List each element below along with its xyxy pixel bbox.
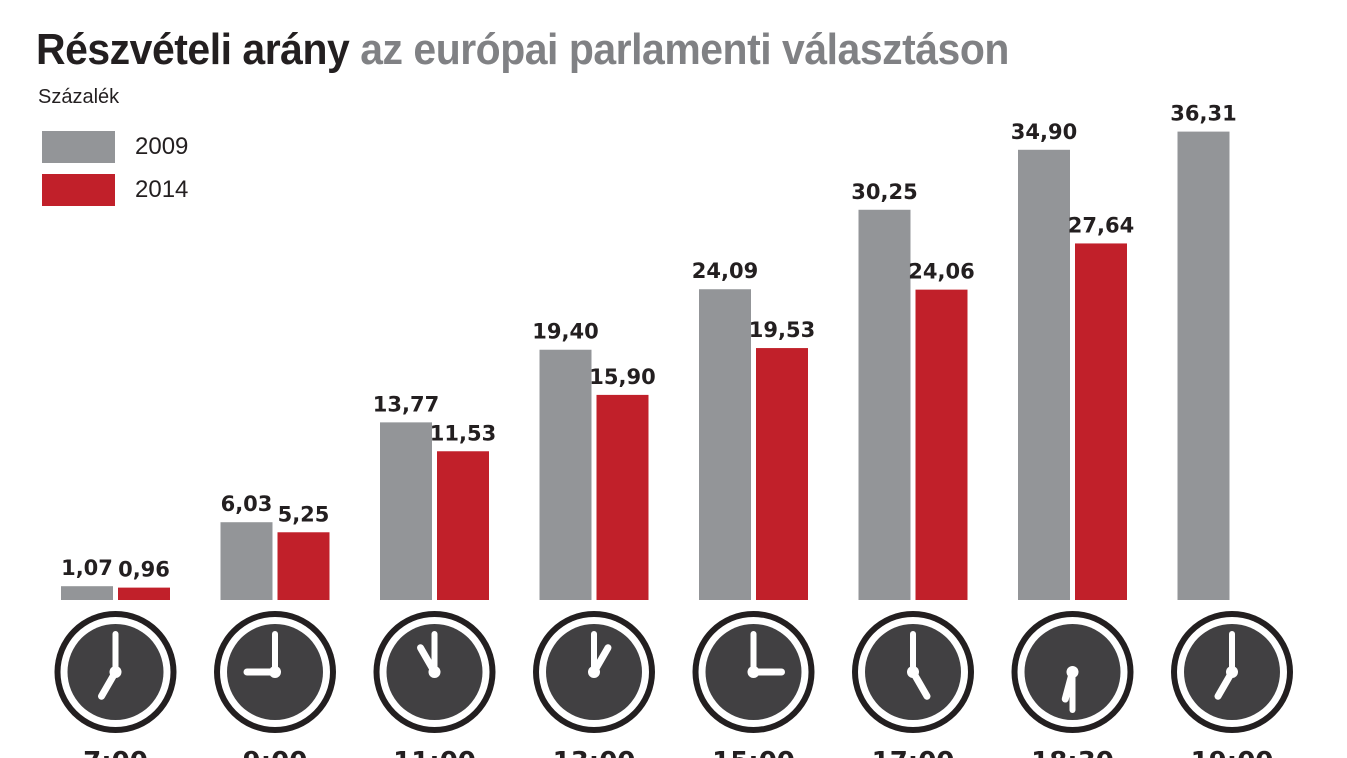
time-label-19-00: 19:00 bbox=[1191, 747, 1274, 758]
legend-item-2014: 2014 bbox=[42, 174, 188, 206]
value-label-2009-7-00: 1,07 bbox=[61, 556, 113, 580]
value-label-2014-9-00: 5,25 bbox=[278, 502, 330, 526]
clock-9-00-icon bbox=[214, 611, 336, 733]
time-label-7-00: 7:00 bbox=[83, 747, 148, 758]
bar-2014-17-00 bbox=[915, 289, 968, 600]
value-label-2009-13-00: 19,40 bbox=[532, 320, 598, 344]
time-label-17-00: 17:00 bbox=[872, 747, 955, 758]
clock-13-00-icon bbox=[533, 611, 655, 733]
time-label-15-00: 15:00 bbox=[712, 747, 795, 758]
bar-2009-13-00 bbox=[539, 349, 592, 600]
bar-2014-7-00 bbox=[118, 587, 170, 600]
chart-title: Részvételi arány az európai parlamenti v… bbox=[36, 22, 1009, 78]
clock-7-00-icon bbox=[54, 611, 177, 733]
clock-17-00-icon bbox=[852, 611, 974, 733]
value-label-2014-13-00: 15,90 bbox=[589, 365, 655, 389]
chart-title-main: Részvételi arány bbox=[36, 25, 350, 74]
value-label-2009-11-00: 13,77 bbox=[373, 392, 439, 416]
bar-2009-17-00 bbox=[858, 209, 911, 600]
value-label-2009-18-30: 34,90 bbox=[1011, 120, 1077, 144]
bar-2014-13-00 bbox=[596, 394, 649, 600]
clock-11-00-icon bbox=[373, 611, 496, 733]
value-label-2014-18-30: 27,64 bbox=[1068, 213, 1134, 237]
bar-2009-9-00 bbox=[220, 522, 273, 600]
bar-2009-18-30 bbox=[1018, 149, 1070, 601]
bar-2014-11-00 bbox=[437, 451, 489, 600]
legend-label-2009: 2009 bbox=[135, 133, 189, 160]
value-label-2009-19-00: 36,31 bbox=[1170, 102, 1236, 126]
bar-2009-19-00 bbox=[1177, 131, 1230, 600]
bar-2014-15-00 bbox=[756, 348, 808, 600]
clock-19-00-icon bbox=[1171, 611, 1293, 733]
value-label-2009-15-00: 24,09 bbox=[692, 259, 758, 283]
clock-18-30-icon bbox=[1011, 611, 1134, 733]
time-label-18-30: 18:30 bbox=[1031, 747, 1114, 758]
bar-2014-18-30 bbox=[1075, 243, 1127, 600]
legend-label-2014: 2014 bbox=[135, 176, 189, 203]
time-label-13-00: 13:00 bbox=[553, 747, 636, 758]
value-label-2014-11-00: 11,53 bbox=[430, 421, 496, 445]
bar-2009-11-00 bbox=[380, 422, 432, 600]
clock-15-00-icon bbox=[692, 611, 815, 733]
value-label-2014-15-00: 19,53 bbox=[749, 318, 815, 342]
time-label-11-00: 11:00 bbox=[393, 747, 476, 758]
bar-2009-15-00 bbox=[699, 289, 751, 600]
bar-2014-9-00 bbox=[277, 532, 330, 600]
y-axis-unit-label: Százalék bbox=[38, 86, 120, 108]
legend-swatch-2009 bbox=[42, 131, 115, 163]
time-label-9-00: 9:00 bbox=[243, 747, 308, 758]
chart-title-rest: az európai parlamenti választáson bbox=[360, 25, 1009, 74]
bar-2009-7-00 bbox=[61, 586, 113, 600]
value-label-2014-17-00: 24,06 bbox=[908, 260, 974, 284]
value-label-2009-9-00: 6,03 bbox=[221, 492, 273, 516]
value-label-2009-17-00: 30,25 bbox=[851, 180, 917, 204]
value-label-2014-7-00: 0,96 bbox=[118, 558, 170, 582]
legend-item-2009: 2009 bbox=[42, 131, 188, 163]
legend-swatch-2014 bbox=[42, 174, 115, 206]
